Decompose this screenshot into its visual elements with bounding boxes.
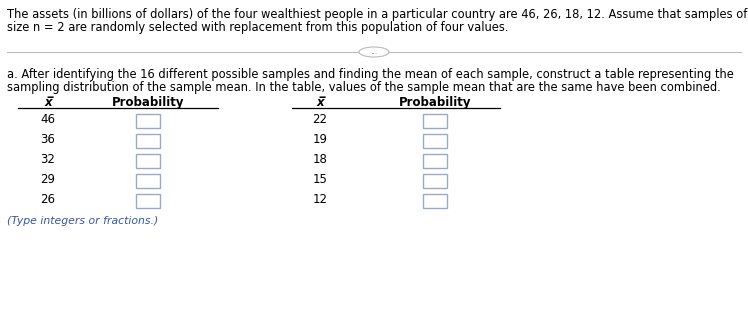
Text: 15: 15 [313, 173, 328, 186]
Text: 32: 32 [40, 153, 55, 166]
Text: x̅: x̅ [316, 96, 324, 109]
Text: 29: 29 [40, 173, 55, 186]
FancyBboxPatch shape [423, 134, 447, 148]
Text: 22: 22 [313, 113, 328, 126]
FancyBboxPatch shape [136, 134, 160, 148]
Text: 12: 12 [313, 193, 328, 206]
Text: Probability: Probability [399, 96, 471, 109]
Ellipse shape [359, 47, 389, 57]
Text: (Type integers or fractions.): (Type integers or fractions.) [7, 216, 159, 226]
Text: sampling distribution of the sample mean. In the table, values of the sample mea: sampling distribution of the sample mean… [7, 81, 721, 94]
FancyBboxPatch shape [423, 114, 447, 128]
Text: 36: 36 [40, 133, 55, 146]
FancyBboxPatch shape [423, 154, 447, 168]
FancyBboxPatch shape [136, 174, 160, 188]
FancyBboxPatch shape [136, 194, 160, 208]
FancyBboxPatch shape [136, 114, 160, 128]
Text: Probability: Probability [111, 96, 184, 109]
Text: a. After identifying the 16 different possible samples and finding the mean of e: a. After identifying the 16 different po… [7, 68, 734, 81]
Text: ...: ... [370, 47, 378, 57]
FancyBboxPatch shape [423, 194, 447, 208]
FancyBboxPatch shape [423, 174, 447, 188]
Text: 19: 19 [313, 133, 328, 146]
Text: The assets (in billions of dollars) of the four wealthiest people in a particula: The assets (in billions of dollars) of t… [7, 8, 747, 21]
Text: size n = 2 are randomly selected with replacement from this population of four v: size n = 2 are randomly selected with re… [7, 21, 509, 34]
Text: 46: 46 [40, 113, 55, 126]
Text: 26: 26 [40, 193, 55, 206]
Text: 18: 18 [313, 153, 328, 166]
FancyBboxPatch shape [136, 154, 160, 168]
Text: x̅: x̅ [44, 96, 52, 109]
